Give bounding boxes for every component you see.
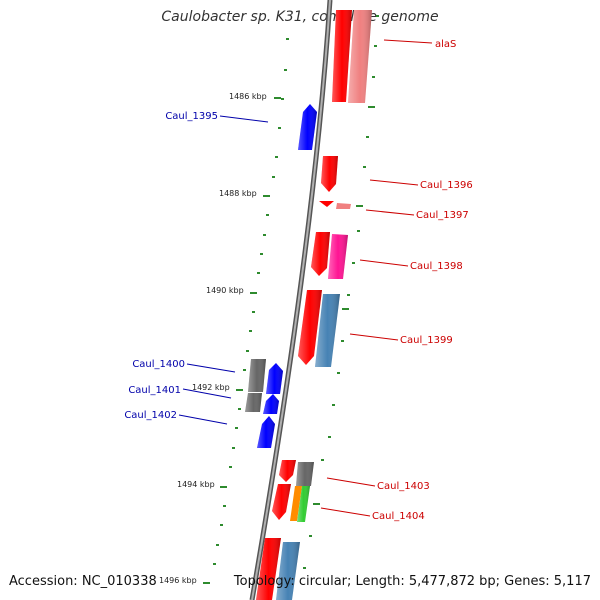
gene-label-Caul_1396[interactable]: Caul_1396 (420, 180, 473, 191)
gene-Caul_1404[interactable] (272, 484, 310, 522)
outer-dotted-ring (203, 38, 289, 584)
gene-label-Caul_1398[interactable]: Caul_1398 (410, 261, 463, 272)
inner-dotted-ring (303, 15, 379, 569)
gene-label-Caul_1402[interactable]: Caul_1402 (124, 410, 177, 421)
scale-label: 1490 kbp (206, 286, 244, 295)
scale-label: 1496 kbp (159, 576, 197, 585)
gene-Caul_1396[interactable] (321, 156, 338, 192)
forward-label-lines (320, 39, 433, 517)
gene-Caul_1402[interactable] (257, 416, 275, 448)
scale-label: 1488 kbp (219, 189, 257, 198)
scale-label: 1486 kbp (229, 92, 267, 101)
scale-label: 1494 kbp (177, 480, 215, 489)
gene-label-Caul_1403[interactable]: Caul_1403 (377, 481, 430, 492)
gene-label-Caul_1395[interactable]: Caul_1395 (165, 111, 218, 122)
gene-label-Caul_1404[interactable]: Caul_1404 (372, 511, 425, 522)
reverse-label-lines (178, 115, 269, 425)
gene-label-Caul_1400[interactable]: Caul_1400 (132, 359, 185, 370)
gene-Caul_1401[interactable] (245, 393, 279, 414)
gene-Caul_1403[interactable] (279, 460, 314, 486)
gene-Caul_1399[interactable] (298, 290, 340, 367)
genome-backbone-highlight (251, 0, 331, 600)
gene-label-alaS[interactable]: alaS (435, 39, 456, 50)
genome-summary-text: Topology: circular; Length: 5,477,872 bp… (233, 574, 591, 589)
scale-label: 1492 kbp (192, 383, 230, 392)
gene-label-Caul_1399[interactable]: Caul_1399 (400, 335, 453, 346)
gene-Caul_1397[interactable] (319, 201, 351, 209)
gene-bottom-partial[interactable] (256, 538, 300, 600)
gene-alaS[interactable] (332, 10, 372, 103)
gene-Caul_1400[interactable] (248, 359, 283, 394)
gene-Caul_1395[interactable] (298, 104, 317, 150)
gene-label-Caul_1401[interactable]: Caul_1401 (128, 385, 181, 396)
gene-label-Caul_1397[interactable]: Caul_1397 (416, 210, 469, 221)
gene-Caul_1398[interactable] (311, 232, 348, 279)
accession-text: Accession: NC_010338 (9, 574, 157, 589)
